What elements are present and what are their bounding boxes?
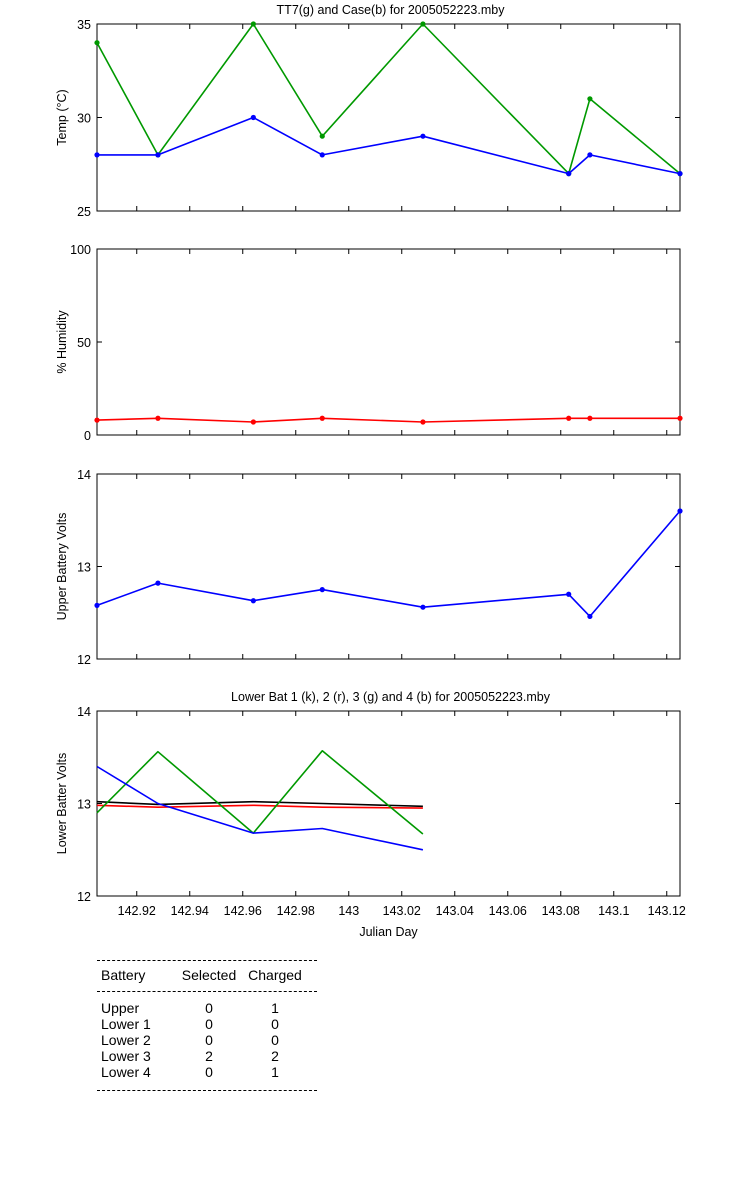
data-point-humidity <box>566 415 572 421</box>
y-tick-label: 14 <box>77 468 91 482</box>
charged-value: 2 <box>271 1048 279 1064</box>
y-tick-label: 30 <box>77 112 91 126</box>
data-point-tt7 <box>587 96 593 102</box>
plot-frame <box>96 248 681 436</box>
y-tick-label: 13 <box>77 798 91 812</box>
y-axis-label: % Humidity <box>55 310 69 374</box>
series-line-humidity <box>96 417 680 423</box>
data-point-upper <box>420 604 426 610</box>
data-point-case <box>566 171 572 177</box>
data-point-upper <box>319 587 325 593</box>
series-line-lower-bat-4 <box>96 765 424 851</box>
header-selected: Selected <box>181 967 237 983</box>
charged-value: 0 <box>271 1016 279 1032</box>
y-axis-label: Lower Batter Volts <box>55 753 69 854</box>
battery-name: Lower 3 <box>101 1048 151 1064</box>
y-tick-label: 13 <box>77 561 91 575</box>
chart-title: TT7(g) and Case(b) for 2005052223.mby <box>277 3 506 17</box>
data-point-case <box>94 152 100 158</box>
series-line-tt7 <box>96 23 681 175</box>
x-tick-label: 142.92 <box>118 904 156 918</box>
series-line-lower-bat-1 <box>96 800 423 808</box>
series-line-lower-bat-3 <box>96 749 424 835</box>
data-point-case <box>250 114 256 121</box>
x-tick-label: 143.04 <box>436 904 474 918</box>
table-header-row: Battery Selected Charged <box>97 967 317 983</box>
charged-value: 1 <box>271 1000 279 1016</box>
table-row: Lower 2 0 0 <box>97 1032 317 1048</box>
charged-value: 1 <box>271 1064 279 1080</box>
selected-value: 0 <box>205 1064 213 1080</box>
table-rule-top <box>97 960 317 961</box>
table-row: Upper 0 1 <box>97 1000 317 1016</box>
data-point-upper <box>155 580 161 586</box>
table-rule-bottom <box>97 1090 317 1091</box>
charged-value: 0 <box>271 1032 279 1048</box>
x-tick-label: 142.94 <box>171 904 209 918</box>
data-point-humidity <box>94 417 100 423</box>
data-point-case <box>420 133 426 139</box>
y-tick-label: 0 <box>84 429 91 443</box>
x-tick-label: 143 <box>338 904 359 918</box>
series-line-case <box>97 116 681 175</box>
table-body: Upper 0 1 Lower 1 0 0 Lower 2 0 0 Lower … <box>97 1000 317 1080</box>
battery-status-table: Battery Selected Charged Upper 0 1 Lower… <box>97 960 317 1091</box>
header-battery: Battery <box>101 967 146 983</box>
data-point-upper <box>94 602 100 608</box>
data-point-case <box>155 152 161 158</box>
data-point-tt7 <box>94 40 100 46</box>
selected-value: 0 <box>205 1016 213 1032</box>
data-point-upper <box>250 598 256 604</box>
data-point-humidity <box>587 415 593 421</box>
table-rule-mid <box>97 991 317 992</box>
y-tick-label: 35 <box>77 18 91 32</box>
y-tick-label: 100 <box>70 243 91 257</box>
x-tick-label: 143.02 <box>383 904 421 918</box>
y-tick-label: 50 <box>77 336 91 350</box>
data-point-tt7 <box>250 21 256 27</box>
chart-title: Lower Bat 1 (k), 2 (r), 3 (g) and 4 (b) … <box>231 690 551 704</box>
x-tick-label: 143.1 <box>598 904 629 918</box>
series-line-lower-bat-2 <box>96 804 423 809</box>
data-point-humidity <box>250 419 256 425</box>
x-tick-label: 143.12 <box>648 904 686 918</box>
y-axis-label: Upper Battery Volts <box>55 513 69 621</box>
battery-name: Lower 2 <box>101 1032 151 1048</box>
data-point-upper <box>587 613 593 620</box>
x-axis-label: Julian Day <box>359 925 418 939</box>
figure: 25 30 35 Temp (°C) TT7(g) and Case(b) for 20… <box>55 3 686 939</box>
data-point-upper <box>566 591 572 597</box>
data-point-upper <box>677 508 683 514</box>
battery-name: Upper <box>101 1000 140 1016</box>
data-point-humidity <box>677 415 683 421</box>
data-point-humidity <box>319 415 325 421</box>
battery-name: Lower 1 <box>101 1016 151 1032</box>
data-point-humidity <box>155 415 161 421</box>
x-tick-label: 142.98 <box>277 904 315 918</box>
table-row: Lower 1 0 0 <box>97 1016 317 1032</box>
selected-value: 0 <box>205 1032 213 1048</box>
table-row: Lower 3 2 2 <box>97 1048 317 1064</box>
data-point-case <box>587 152 593 158</box>
y-tick-label: 25 <box>77 205 91 219</box>
selected-value: 0 <box>205 1000 213 1016</box>
selected-value: 2 <box>205 1048 213 1064</box>
y-tick-label: 12 <box>77 653 91 667</box>
data-point-tt7 <box>420 21 426 27</box>
data-point-humidity <box>420 419 426 425</box>
battery-name: Lower 4 <box>101 1064 151 1080</box>
x-tick-label: 143.08 <box>542 904 580 918</box>
y-tick-label: 14 <box>77 705 91 719</box>
x-tick-label: 143.06 <box>489 904 527 918</box>
data-point-case <box>319 152 325 158</box>
table-row: Lower 4 0 1 <box>97 1064 317 1080</box>
x-tick-label: 142.96 <box>224 904 262 918</box>
data-point-tt7 <box>319 133 325 139</box>
y-axis-label: Temp (°C) <box>55 89 69 145</box>
y-tick-label: 12 <box>77 890 91 904</box>
header-charged: Charged <box>248 967 302 983</box>
data-point-case <box>677 171 683 177</box>
plot-frame <box>96 473 681 660</box>
series-line-upper <box>96 510 681 618</box>
